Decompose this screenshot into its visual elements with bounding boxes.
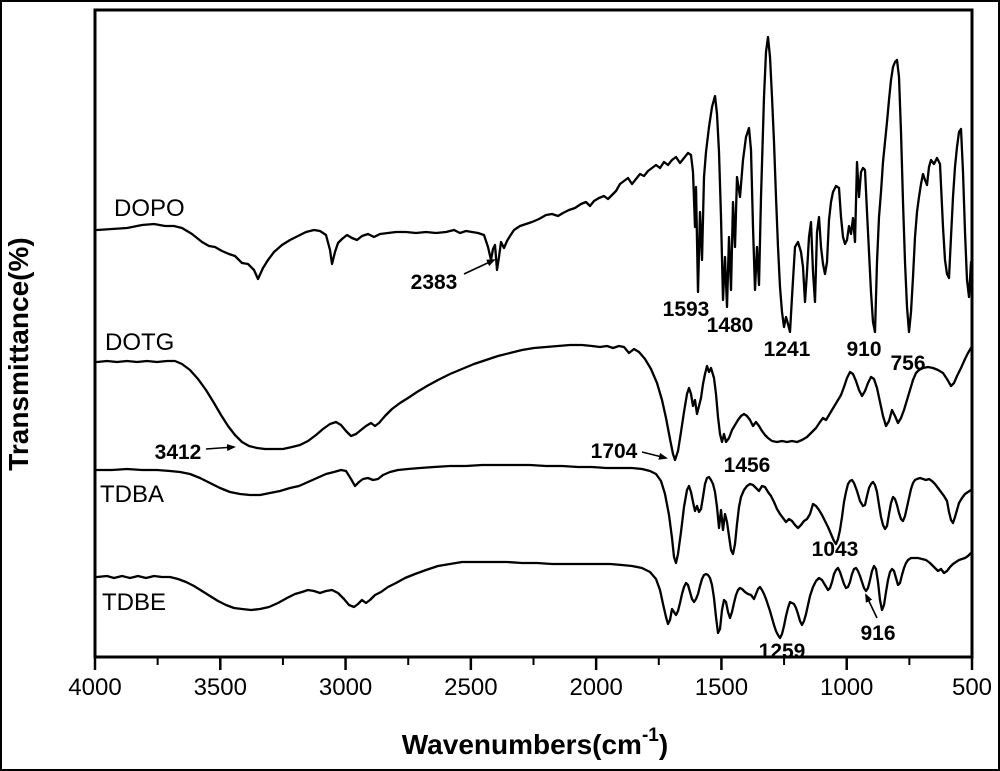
spectrum-tdbe	[95, 551, 973, 640]
x-axis-title-superscript: -1	[642, 725, 659, 746]
series-label-tdba: TDBA	[100, 481, 164, 508]
peak-arrow-2383	[463, 259, 496, 275]
x-axis-ticks	[93, 657, 974, 670]
series-label-dotg: DOTG	[105, 329, 174, 356]
spectrum-tdba	[95, 463, 973, 565]
peak-label-1043: 1043	[812, 538, 859, 561]
peak-label-756: 756	[890, 352, 925, 375]
x-tick-label: 1500	[695, 674, 748, 701]
peak-label-3412: 3412	[155, 441, 202, 464]
series-label-dopo: DOPO	[114, 195, 185, 222]
spectrum-dopo	[95, 35, 973, 334]
peak-arrow-3412	[205, 444, 236, 451]
x-axis-title-close: )	[659, 729, 668, 760]
peak-label-1593: 1593	[663, 298, 710, 321]
x-tick-label: 500	[952, 674, 992, 701]
x-tick-label: 3000	[319, 674, 372, 701]
series-labels: DOPO DOTG TDBA TDBE	[100, 195, 185, 616]
peak-label-916: 916	[860, 622, 895, 645]
peak-arrow-916	[865, 593, 878, 619]
x-axis-tick-labels: 4000 3500 3000 2500 2000 1500 1000 500	[68, 674, 992, 701]
spectrum-dotg	[95, 343, 973, 462]
peak-label-2383: 2383	[411, 271, 458, 294]
peak-label-1704: 1704	[591, 440, 638, 463]
x-tick-label: 2500	[444, 674, 497, 701]
peak-label-1480: 1480	[707, 314, 754, 337]
peak-arrow-1704	[641, 451, 668, 460]
x-tick-label: 4000	[68, 674, 121, 701]
x-tick-label: 1000	[820, 674, 873, 701]
peak-label-910: 910	[846, 338, 881, 361]
y-axis-title: Transmittance(%)	[3, 237, 34, 470]
series-label-tdbe: TDBE	[102, 589, 166, 616]
x-tick-label: 2000	[569, 674, 622, 701]
peak-label-1259: 1259	[759, 640, 806, 663]
x-axis-title: Wavenumbers(cm-1)	[402, 725, 668, 760]
x-tick-label: 3500	[194, 674, 247, 701]
x-axis-title-base: Wavenumbers(cm	[402, 729, 642, 760]
peak-label-1456: 1456	[724, 454, 771, 477]
peak-label-1241: 1241	[764, 338, 811, 361]
spectra-curves	[95, 35, 973, 640]
